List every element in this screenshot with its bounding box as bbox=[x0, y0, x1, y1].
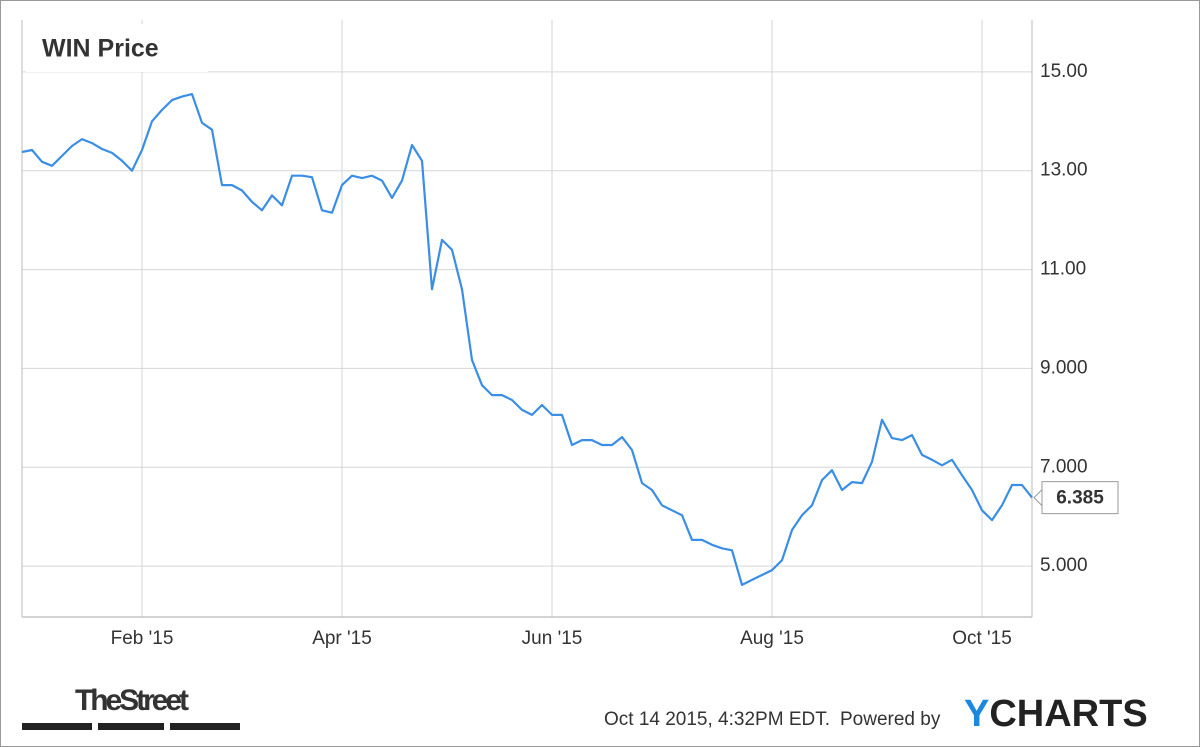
y-tick-label: 11.00 bbox=[1040, 259, 1086, 280]
logo-bar bbox=[22, 723, 92, 730]
y-tick-label: 9.000 bbox=[1040, 357, 1088, 378]
brand: YCHARTS bbox=[964, 693, 1148, 735]
brand-y: Y bbox=[964, 693, 989, 735]
marks: 5.000 7.000 9.000 11.00 13.00 15.00 Feb '15 Apr… bbox=[21, 61, 1119, 649]
logo: TheStreet bbox=[75, 684, 189, 717]
price-line bbox=[21, 93, 1033, 586]
title-box bbox=[26, 24, 208, 72]
plot-area bbox=[22, 20, 1032, 617]
logo-bar bbox=[98, 723, 164, 730]
chart-title: WIN Price bbox=[42, 35, 159, 63]
x-tick-label: Jun '15 bbox=[522, 628, 583, 649]
grid bbox=[22, 20, 1032, 617]
logo-bar bbox=[170, 723, 240, 730]
y-tick-label: 5.000 bbox=[1040, 555, 1088, 576]
x-tick-label: Aug '15 bbox=[740, 628, 804, 649]
last-value-box bbox=[1041, 481, 1119, 515]
brand-rest: CHARTS bbox=[989, 693, 1147, 735]
timestamp: Oct 14 2015, 4:32PM EDT. bbox=[604, 709, 830, 730]
x-tick-label: Feb '15 bbox=[111, 628, 174, 649]
x-tick-label: Apr '15 bbox=[312, 628, 372, 649]
powered-by: Powered by bbox=[840, 709, 941, 730]
x-tick-label: Oct '15 bbox=[952, 628, 1012, 649]
y-tick-label: 15.00 bbox=[1040, 61, 1088, 82]
y-tick-label: 7.000 bbox=[1040, 456, 1088, 477]
y-tick-label: 13.00 bbox=[1040, 160, 1088, 181]
last-value-label: 6.385 bbox=[1056, 488, 1104, 509]
